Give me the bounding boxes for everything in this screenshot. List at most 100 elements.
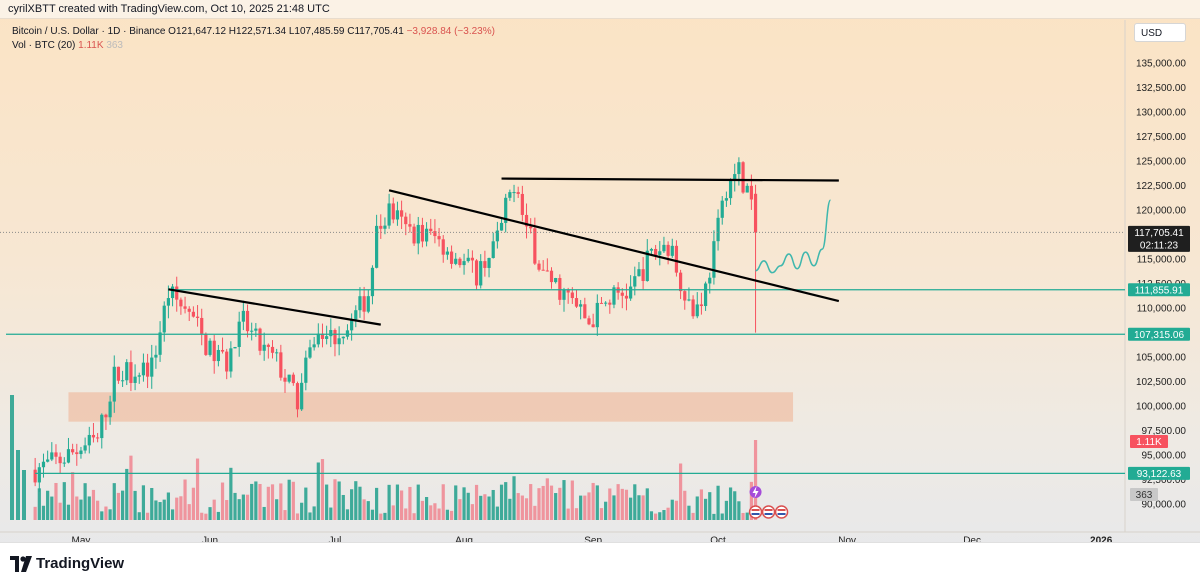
- volume-bar: [138, 512, 141, 520]
- volume-bar: [263, 507, 266, 520]
- candle-body: [67, 449, 70, 462]
- candle-body: [625, 296, 628, 299]
- candle-body: [117, 367, 120, 381]
- candle-body: [133, 377, 136, 383]
- volume-bar: [600, 508, 603, 520]
- volume-bar: [592, 483, 595, 520]
- volume-bar: [183, 480, 186, 520]
- volume-bar: [604, 502, 607, 520]
- candle-body: [571, 293, 574, 299]
- volume-bar: [221, 483, 224, 520]
- candle-body: [475, 260, 478, 285]
- volume-bar: [304, 488, 307, 520]
- candle-body: [363, 296, 366, 311]
- candle-body: [621, 293, 624, 296]
- volume-bar: [579, 496, 582, 520]
- candle-body: [554, 278, 557, 282]
- candle-body: [667, 245, 670, 256]
- candle-body: [679, 273, 682, 291]
- price-chart[interactable]: 90,000.00 92,500.00 95,000.00 97,500.00 100,…: [0, 0, 1200, 542]
- candle-body: [608, 303, 611, 305]
- x-tick-label: Oct: [710, 535, 726, 542]
- candle-body: [437, 236, 440, 239]
- tradingview-logo[interactable]: TradingView: [10, 555, 124, 572]
- event-flag-icon: [776, 506, 788, 518]
- volume-bar: [587, 492, 590, 520]
- volume-bar: [350, 489, 353, 520]
- volume-bar: [562, 480, 565, 520]
- y-tick-label: 120,000.00: [1136, 205, 1186, 216]
- volume-bar: [725, 501, 728, 520]
- volume-bar: [388, 485, 391, 520]
- candles: [34, 157, 758, 492]
- candle-body: [267, 345, 270, 347]
- candle-body: [188, 309, 191, 312]
- volume-bar: [208, 507, 211, 520]
- candle-body: [129, 362, 132, 383]
- volume-bar: [371, 510, 374, 520]
- volume-bar: [404, 508, 407, 520]
- candle-body: [562, 290, 565, 300]
- candle-body: [125, 362, 128, 380]
- volume-bar: [154, 500, 157, 520]
- volume-bar: [417, 485, 420, 520]
- candle-body: [138, 375, 141, 376]
- volume-bar: [575, 508, 578, 520]
- tradingview-logo-icon: [10, 556, 32, 572]
- candle-body: [746, 186, 749, 193]
- candle-body: [292, 375, 295, 383]
- support-zone: [68, 392, 793, 421]
- candle-body: [600, 303, 603, 304]
- volume-bar: [475, 485, 478, 520]
- candle-body: [296, 383, 299, 409]
- candle-body: [271, 347, 274, 353]
- volume-bar: [150, 488, 153, 520]
- volume-bar: [158, 502, 161, 520]
- candle-body: [433, 231, 436, 236]
- volume-bar: [84, 483, 87, 520]
- candle-body: [729, 181, 732, 199]
- candle-body: [537, 264, 540, 270]
- volume-bar: [279, 483, 282, 520]
- volume-bar: [687, 506, 690, 520]
- volume-bar: [625, 490, 628, 520]
- volume-bar: [462, 487, 465, 520]
- volume-bar: [229, 468, 232, 520]
- candle-body: [100, 415, 103, 438]
- y-tick-label: 130,000.00: [1136, 107, 1186, 118]
- candle-body: [633, 276, 636, 286]
- volume-bar: [321, 459, 324, 520]
- volume-bar: [175, 498, 178, 520]
- candle-body: [575, 298, 578, 307]
- volume-bar: [50, 497, 53, 520]
- y-tick-label: 110,000.00: [1137, 303, 1187, 314]
- candle-body: [716, 218, 719, 241]
- volume-bar: [583, 496, 586, 520]
- volume-bar: [675, 501, 678, 520]
- candle-body: [458, 259, 461, 265]
- volume-bar: [554, 493, 557, 520]
- candle-body: [288, 375, 291, 382]
- volume-bar: [671, 500, 674, 520]
- candle-body: [512, 192, 515, 193]
- candle-body: [741, 162, 744, 192]
- volume-bar: [637, 495, 640, 520]
- candle-body: [179, 300, 182, 307]
- volume-bar: [429, 505, 432, 520]
- volume-bar: [79, 500, 82, 520]
- volume-bar: [75, 496, 78, 520]
- volume-bar: [113, 483, 116, 520]
- candle-body: [425, 229, 428, 242]
- event-flag-icon: [750, 506, 762, 518]
- volume-bar: [117, 493, 120, 520]
- candle-body: [450, 252, 453, 264]
- level-price-label: 93,122.63: [1128, 467, 1190, 480]
- candle-body: [213, 341, 216, 361]
- candle-body: [96, 437, 99, 438]
- candle-body: [283, 378, 286, 382]
- volume-bar: [396, 485, 399, 520]
- candle-body: [338, 338, 341, 344]
- volume-bar: [691, 513, 694, 520]
- candle-body: [171, 287, 174, 299]
